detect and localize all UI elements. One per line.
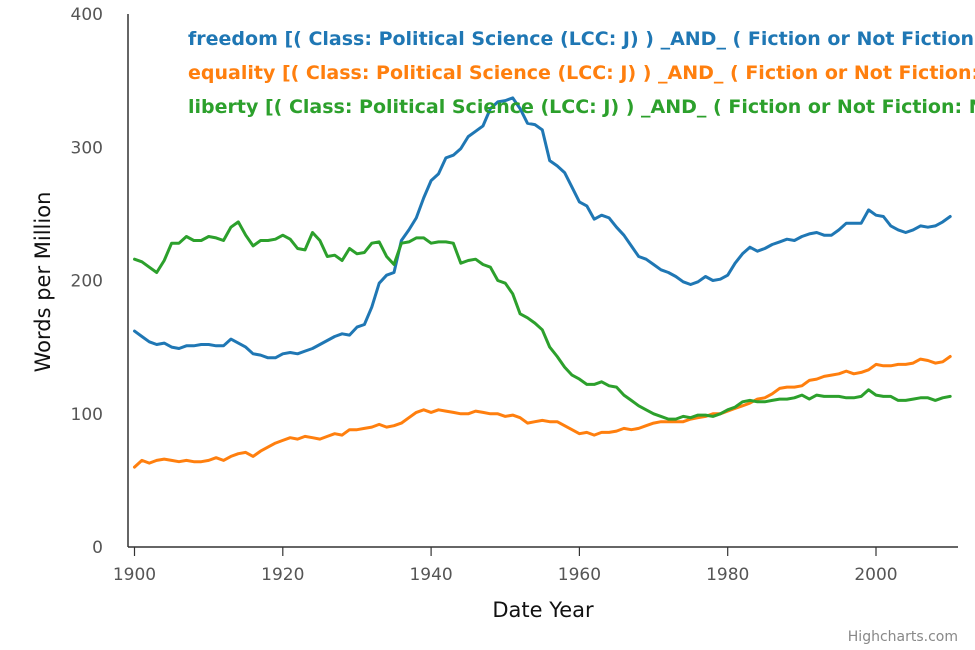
- legend-item-liberty[interactable]: liberty [( Class: Political Science (LCC…: [188, 96, 975, 118]
- series-line-liberty[interactable]: [133, 220, 952, 421]
- series-layer: [133, 96, 952, 469]
- y-tick-label: 0: [92, 538, 103, 558]
- x-tick-label: 1920: [261, 565, 304, 585]
- x-axis-ticks: 1900 1920 1940 1960 1980 2000: [113, 547, 898, 585]
- series-line-equality[interactable]: [133, 355, 952, 469]
- legend-item-equality[interactable]: equality [( Class: Political Science (LC…: [188, 62, 975, 84]
- y-axis-title: Words per Million: [31, 192, 55, 373]
- x-tick-label: 1900: [113, 565, 156, 585]
- legend-item-freedom[interactable]: freedom [( Class: Political Science (LCC…: [188, 28, 975, 50]
- highcharts-credits[interactable]: Highcharts.com: [848, 629, 958, 645]
- y-tick-label: 400: [71, 5, 103, 25]
- x-tick-label: 1940: [409, 565, 452, 585]
- y-tick-label: 200: [71, 272, 103, 292]
- y-tick-label: 300: [71, 138, 103, 158]
- y-tick-label: 100: [71, 405, 103, 425]
- series-line-freedom[interactable]: [133, 96, 952, 360]
- legend: freedom [( Class: Political Science (LCC…: [188, 28, 975, 118]
- x-tick-label: 1980: [706, 565, 749, 585]
- x-tick-label: 1960: [558, 565, 601, 585]
- y-axis-ticks: 0 100 200 300 400: [71, 5, 103, 558]
- x-tick-label: 2000: [854, 565, 897, 585]
- x-axis-title: Date Year: [492, 598, 594, 622]
